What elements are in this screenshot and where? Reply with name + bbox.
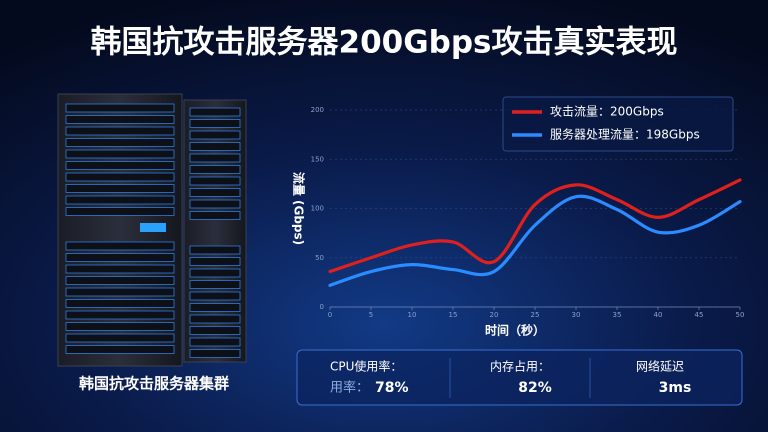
x-tick-label: 45 — [695, 311, 704, 319]
stat-value: 78% — [375, 380, 409, 396]
rack-slot — [65, 322, 175, 331]
rack-slot — [65, 333, 175, 343]
stat-value: 82% — [518, 380, 552, 396]
rack-slot — [189, 326, 241, 335]
y-tick-label: 150 — [311, 155, 324, 163]
rack-slot — [189, 176, 241, 186]
rack-slot — [189, 211, 241, 220]
stat-label: 网络延迟 — [636, 359, 684, 374]
rack-slot — [189, 153, 241, 163]
rack-slot — [65, 195, 175, 205]
rack-slot — [65, 287, 175, 297]
x-tick-label: 30 — [572, 311, 581, 319]
rack-slot — [65, 299, 175, 308]
stat-label: CPU使用率： — [330, 359, 402, 374]
series-line — [328, 194, 742, 287]
rack-slot — [65, 264, 175, 274]
x-tick-label: 5 — [369, 311, 373, 319]
rack-slot — [189, 291, 241, 301]
legend-box — [502, 96, 734, 152]
rack-slot — [189, 199, 241, 209]
stats-box — [296, 349, 743, 406]
rack-slot — [189, 257, 241, 266]
legend-label: 服务器处理流量：198Gbps — [550, 127, 700, 142]
y-tick-label: 100 — [311, 205, 324, 213]
x-tick-label: 0 — [328, 311, 332, 319]
rack-slot — [189, 349, 241, 358]
stat-value: 3ms — [659, 380, 692, 396]
x-tick-label: 10 — [408, 311, 417, 319]
rack-slot — [189, 303, 241, 312]
rack-slot — [65, 103, 175, 113]
x-tick-label: 50 — [736, 311, 745, 319]
rack-slot — [65, 138, 175, 147]
rack-slot — [65, 115, 175, 124]
stats-panel: CPU使用率： 用率： 78% 内存占用： 82% 网络延迟 3ms — [296, 349, 743, 406]
stat-sublabel: 用率： — [330, 380, 369, 396]
rack-slot — [65, 172, 175, 182]
legend-label: 攻击流量：200Gbps — [550, 105, 664, 119]
rack-slot — [189, 142, 241, 151]
rack-slot — [189, 119, 241, 128]
rack-slot — [189, 337, 241, 347]
rack-slot — [65, 276, 175, 285]
x-tick-label: 15 — [449, 311, 458, 319]
legend: 攻击流量：200Gbps 服务器处理流量：198Gbps — [502, 96, 734, 152]
rack-slot — [189, 130, 241, 140]
rack-slot — [65, 161, 175, 170]
rack-slot — [189, 188, 241, 197]
rack-slot — [65, 345, 175, 354]
rack-slot — [65, 241, 175, 251]
x-tick-label: 20 — [490, 311, 499, 319]
y-axis-label: 流量 (Gbps) — [292, 172, 307, 245]
stat-label: 内存占用： — [490, 359, 550, 374]
server-racks — [57, 93, 247, 367]
rack-slot — [189, 165, 241, 174]
x-tick-label: 35 — [613, 311, 622, 319]
rack-slot — [65, 207, 175, 216]
y-tick-label: 50 — [315, 254, 324, 262]
series-line — [328, 178, 742, 274]
y-tick-label: 0 — [320, 303, 324, 311]
rack-slot — [65, 126, 175, 136]
rack-slot — [189, 314, 241, 324]
rack-slot — [189, 107, 241, 117]
server-label: 韩国抗攻击服务器集群 — [79, 375, 229, 393]
rack-slot — [189, 268, 241, 278]
x-tick-label: 40 — [654, 311, 663, 319]
rack-slot — [65, 149, 175, 159]
rack-slot — [65, 310, 175, 320]
rack-slot — [65, 253, 175, 262]
rack-slot — [189, 280, 241, 289]
x-tick-label: 25 — [531, 311, 540, 319]
y-tick-label: 200 — [311, 106, 324, 114]
rack-slot — [65, 184, 175, 193]
rack-slot — [189, 245, 241, 255]
x-axis-label: 时间（秒） — [485, 323, 545, 338]
page-title: 韩国抗攻击服务器200Gbps攻击真实表现 — [91, 25, 678, 61]
rack-display — [140, 223, 166, 232]
